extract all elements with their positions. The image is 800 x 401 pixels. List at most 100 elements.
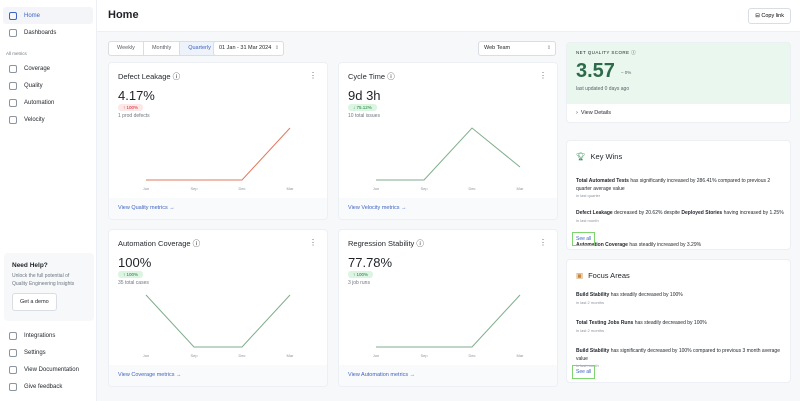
info-icon: ⓘ — [387, 72, 395, 81]
change-badge: ↑ 100% — [348, 271, 374, 278]
x-tick-label: Dec — [238, 186, 245, 191]
insight-item: Total Testing Jobs Runs has steadily dec… — [576, 320, 707, 333]
change-badge: ↓ 75.12% — [348, 104, 377, 111]
gear-icon — [9, 348, 17, 357]
get-demo-button[interactable]: Get a demo — [12, 293, 57, 311]
section-label: All metrics — [6, 51, 27, 56]
view-metrics-link[interactable]: View Automation metrics → — [339, 365, 557, 386]
period-quarterly[interactable]: Quarterly — [180, 42, 219, 55]
line-chart: Jun Sep Dec Mar — [373, 127, 525, 191]
info-icon: ⓘ — [416, 239, 424, 248]
puzzle-icon — [9, 331, 17, 340]
period-weekly[interactable]: Weekly — [109, 42, 144, 55]
sidebar-item-automation[interactable]: Automation — [3, 94, 93, 111]
metric-value: 77.78% — [348, 255, 393, 270]
metric-subtext: 35 total cases — [118, 280, 149, 286]
grid-icon — [9, 28, 17, 37]
sidebar-item-integrations[interactable]: Integrations — [3, 327, 93, 344]
team-select[interactable]: Web Team ⇕ — [478, 41, 556, 56]
key-wins-title: Key Wins — [590, 152, 623, 161]
nqs-label: NET QUALITY SCORE ⓘ — [576, 50, 636, 55]
sidebar-item-coverage[interactable]: Coverage — [3, 60, 93, 77]
sidebar-item-documentation[interactable]: View Documentation — [3, 361, 93, 378]
metric-subtext: 10 total issues — [348, 113, 380, 119]
velocity-icon — [9, 115, 17, 124]
nqs-delta: – 0% — [621, 70, 632, 75]
series-line — [146, 127, 291, 181]
more-options-icon[interactable]: ⋮ — [309, 238, 317, 247]
home-icon — [9, 11, 17, 20]
link-icon: ⊟ — [755, 13, 762, 19]
x-tick-label: Jun — [373, 353, 379, 358]
sidebar-item-dashboards[interactable]: Dashboards — [3, 24, 93, 41]
period-monthly[interactable]: Monthly — [144, 42, 181, 55]
info-icon: ⓘ — [172, 72, 181, 81]
copy-link-button[interactable]: ⊟ Copy link — [748, 8, 791, 24]
info-icon: ⓘ — [192, 239, 201, 248]
line-chart: Jun Sep Dec Mar — [373, 294, 525, 358]
cycle-time-card: Cycle Time ⓘ ⋮ 9d 3h ↓ 75.12% 10 total i… — [338, 62, 558, 220]
x-tick-label: Dec — [238, 353, 245, 358]
x-tick-label: Mar — [517, 186, 525, 191]
x-tick-label: Jun — [373, 186, 379, 191]
chevron-right-icon: › — [576, 110, 581, 116]
series-line — [145, 294, 291, 348]
series-line — [376, 294, 521, 348]
help-panel: Need Help? Unlock the full potential of … — [4, 253, 94, 321]
x-tick-label: Mar — [287, 353, 295, 358]
clipboard-icon: ▣ — [576, 271, 584, 280]
card-title: Defect Leakage ⓘ — [118, 72, 181, 81]
more-options-icon[interactable]: ⋮ — [539, 71, 547, 80]
sidebar-item-home[interactable]: Home — [3, 7, 93, 24]
x-tick-label: Sep — [190, 353, 198, 358]
chevron-updown-icon: ⇕ — [546, 45, 551, 51]
view-metrics-link[interactable]: View Velocity metrics → — [339, 198, 557, 219]
period-selector: Weekly Monthly Quarterly — [108, 41, 220, 56]
coverage-icon — [9, 64, 17, 73]
net-quality-score-card: NET QUALITY SCORE ⓘ 3.57 – 0% last updat… — [566, 42, 791, 123]
more-options-icon[interactable]: ⋮ — [539, 238, 547, 247]
key-wins-see-all[interactable]: See all — [572, 232, 596, 246]
focus-areas-card: ▣ Focus Areas Build Stability has steadil… — [566, 259, 791, 383]
card-title: Automation Coverage ⓘ — [118, 239, 201, 248]
quality-icon — [9, 81, 17, 90]
nqs-score: 3.57 — [576, 60, 615, 82]
insight-item: Defect Leakage decreased by 20.62% despi… — [576, 210, 784, 223]
nqs-updated: last updated 0 days ago — [576, 86, 630, 92]
x-tick-label: Sep — [190, 186, 198, 191]
key-wins-card: 🏆︎ Key Wins Total Automated Tests has sig… — [566, 140, 791, 250]
insight-item: Total Automated Tests has significantly … — [576, 178, 771, 198]
x-tick-label: Sep — [420, 186, 428, 191]
view-details-button[interactable]: › View Details — [567, 104, 790, 122]
metric-subtext: 3 job runs — [348, 280, 370, 286]
insight-item: Build Stability has significantly decrea… — [576, 348, 780, 368]
line-chart: Jun Sep Dec Mar — [143, 294, 295, 358]
x-tick-label: Mar — [517, 353, 525, 358]
focus-areas-title: Focus Areas — [588, 271, 630, 280]
chevron-updown-icon: ⇕ — [274, 45, 279, 51]
focus-areas-see-all[interactable]: See all — [572, 365, 596, 379]
change-badge: ↑ 100% — [118, 104, 144, 111]
sidebar: Home Dashboards All metrics Coverage Qua… — [0, 0, 97, 401]
sidebar-item-settings[interactable]: Settings — [3, 344, 93, 361]
sidebar-item-velocity[interactable]: Velocity — [3, 111, 93, 128]
sidebar-item-feedback[interactable]: Give feedback — [3, 378, 93, 395]
sidebar-item-quality[interactable]: Quality — [3, 77, 93, 94]
document-icon — [9, 365, 17, 374]
page-title: Home — [108, 9, 139, 21]
x-tick-label: Dec — [468, 186, 475, 191]
defect-leakage-card: Defect Leakage ⓘ ⋮ 4.17% ↑ 100% 1 prod d… — [108, 62, 328, 220]
card-title: Cycle Time ⓘ — [348, 72, 395, 81]
x-tick-label: Sep — [420, 353, 428, 358]
line-chart: Jun Sep Dec Mar — [143, 127, 294, 191]
trophy-icon: 🏆︎ — [576, 152, 586, 161]
insight-item: Automation Coverage has steadily increas… — [576, 242, 702, 248]
x-tick-label: Dec — [468, 353, 475, 358]
view-metrics-link[interactable]: View Coverage metrics → — [109, 365, 327, 386]
help-title: Need Help? — [12, 262, 48, 269]
regression-stability-card: Regression Stability ⓘ ⋮ 77.78% ↑ 100% 3… — [338, 229, 558, 387]
view-metrics-link[interactable]: View Quality metrics → — [109, 198, 327, 219]
date-range-select[interactable]: 01 Jan - 31 Mar 2024 ⇕ — [213, 41, 284, 56]
more-options-icon[interactable]: ⋮ — [309, 71, 317, 80]
automation-icon — [9, 98, 17, 107]
